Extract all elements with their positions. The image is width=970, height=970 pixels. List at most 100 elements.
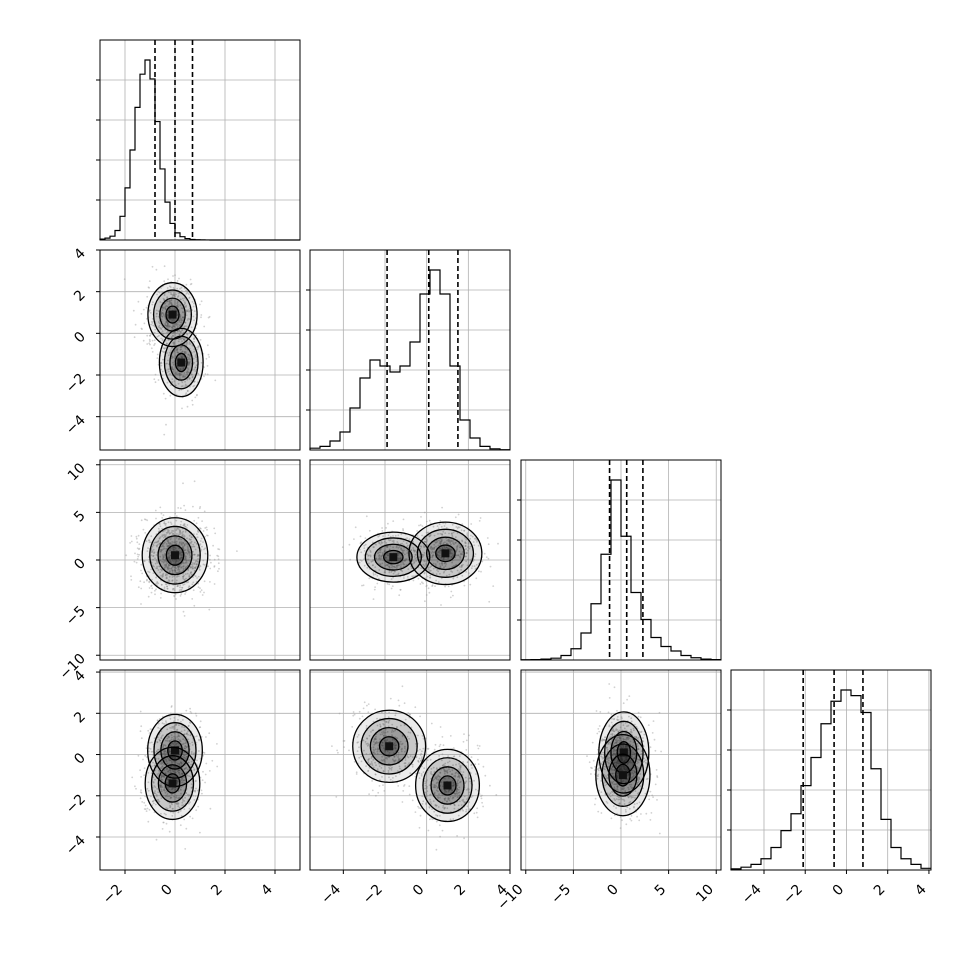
scatter-point [208, 732, 211, 735]
scatter-point [166, 324, 169, 327]
scatter-point [188, 357, 191, 360]
scatter-point [189, 358, 191, 361]
scatter-point [154, 328, 157, 331]
scatter-point [137, 534, 140, 537]
scatter-point [205, 357, 208, 360]
scatter-point [157, 326, 160, 328]
scatter-point [391, 585, 394, 588]
scatter-point [169, 301, 171, 303]
scatter-point [166, 305, 169, 308]
scatter-point [200, 789, 203, 792]
scatter-point [168, 299, 171, 302]
scatter-point [202, 530, 205, 532]
scatter-point [440, 604, 442, 606]
scatter-point [162, 514, 165, 517]
scatter-point [196, 346, 198, 349]
scatter-point [148, 587, 151, 589]
scatter-point [130, 579, 133, 581]
scatter-point [173, 342, 175, 345]
scatter-point [201, 779, 204, 782]
scatter-point [183, 338, 185, 341]
scatter-point [427, 747, 430, 750]
scatter-point [146, 578, 148, 581]
scatter-point [359, 542, 362, 545]
scatter-point [216, 743, 218, 745]
scatter-point [153, 378, 156, 381]
scatter-point [489, 784, 491, 787]
scatter-panel-2-3 [309, 459, 511, 661]
histogram-panel-3 [517, 459, 722, 661]
scatter-point [629, 818, 632, 820]
scatter-point [597, 728, 600, 730]
scatter-point [463, 584, 466, 587]
scatter-point [193, 338, 196, 340]
scatter-point [135, 787, 137, 790]
scatter-point [179, 824, 182, 827]
density-contours [144, 713, 203, 821]
scatter-point [439, 520, 442, 522]
scatter-point [179, 507, 182, 510]
scatter-point [201, 792, 203, 795]
scatter-point [137, 300, 140, 303]
scatter-point [402, 518, 405, 521]
scatter-point [154, 373, 157, 376]
scatter-point [180, 348, 182, 351]
scatter-point [140, 792, 143, 794]
scatter-point [140, 563, 143, 566]
scatter-point [148, 309, 151, 312]
scatter-point [207, 565, 210, 568]
scatter-point [134, 552, 136, 555]
scatter-point [420, 516, 422, 518]
scatter-point [199, 303, 201, 306]
scatter-point [146, 295, 149, 298]
scatter-point [203, 325, 206, 328]
scatter-point [155, 517, 157, 520]
scatter-point [177, 507, 180, 509]
scatter-point [478, 520, 481, 522]
scatter-point [150, 333, 152, 335]
scatter-point [181, 316, 184, 319]
scatter-point [186, 373, 189, 375]
scatter-point [408, 793, 411, 796]
scatter-point [123, 278, 126, 281]
scatter-point [135, 561, 138, 564]
scatter-point [648, 794, 650, 797]
scatter-point [173, 343, 175, 346]
scatter-point [201, 594, 204, 596]
scatter-point [199, 506, 202, 508]
scatter-point [654, 749, 657, 752]
scatter-panel-3-4 [520, 669, 722, 871]
scatter-point [161, 828, 164, 830]
scatter-point [177, 340, 180, 343]
scatter-point [140, 587, 143, 590]
scatter-point [427, 587, 430, 590]
scatter-point [161, 306, 164, 309]
scatter-point [190, 373, 193, 375]
scatter-point [468, 734, 470, 737]
scatter-point [154, 589, 156, 592]
scatter-point [482, 805, 484, 808]
scatter-point [383, 790, 386, 792]
scatter-point [442, 744, 445, 747]
scatter-point [200, 300, 203, 303]
scatter-point [211, 759, 214, 762]
scatter-point [441, 736, 444, 738]
scatter-point [182, 482, 184, 485]
scatter-point [170, 347, 173, 349]
scatter-point [199, 587, 201, 589]
scatter-point [355, 773, 358, 775]
scatter-point [198, 726, 201, 729]
scatter-point [417, 577, 420, 580]
scatter-point [151, 339, 154, 342]
scatter-point [185, 283, 188, 286]
scatter-point [157, 321, 160, 323]
scatter-point [193, 519, 196, 522]
scatter-point [397, 785, 400, 787]
scatter-point [167, 370, 170, 373]
scatter-point [353, 713, 356, 716]
scatter-point [481, 560, 484, 563]
scatter-point [186, 310, 188, 312]
scatter-point [372, 598, 375, 600]
scatter-point [139, 797, 142, 800]
scatter-point [165, 300, 168, 303]
